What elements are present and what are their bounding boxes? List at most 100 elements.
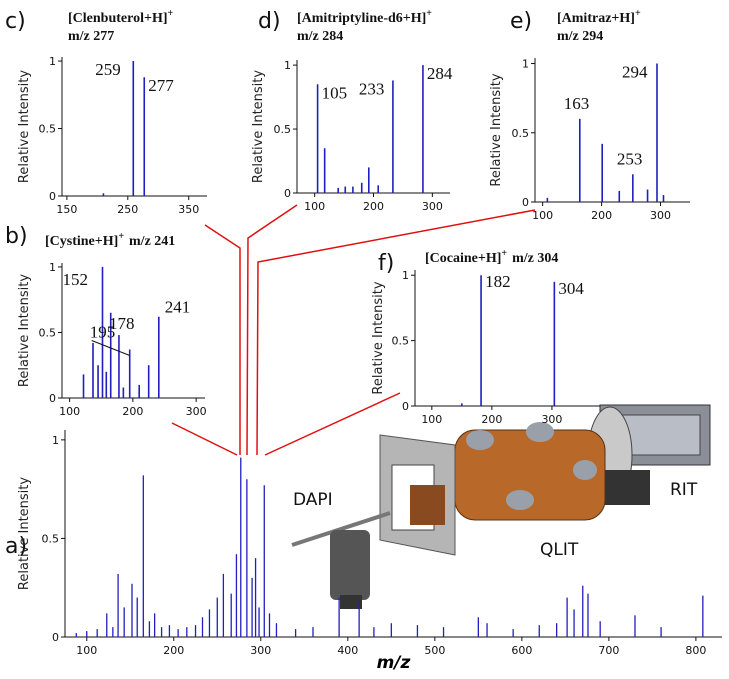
y-tick-label: 1 xyxy=(49,55,56,68)
window xyxy=(573,460,597,480)
x-tick-label: 600 xyxy=(511,644,532,657)
title-text: [Clenbuterol+H] xyxy=(68,11,168,26)
peak-label: 241 xyxy=(165,298,191,317)
x-tick-label: 100 xyxy=(76,644,97,657)
x-tick-label: 200 xyxy=(122,405,143,418)
panel-label: e) xyxy=(510,9,532,34)
y-axis-label: Relative Intensity xyxy=(371,281,386,394)
y-tick-label: 1 xyxy=(52,434,59,447)
panel-label: d) xyxy=(258,9,281,34)
window xyxy=(506,490,534,510)
x-tick-label: 700 xyxy=(598,644,619,657)
panel-label: f) xyxy=(378,251,394,276)
x-tick-label: 300 xyxy=(422,200,443,213)
x-tick-label: 300 xyxy=(250,644,271,657)
spectrum-panel: a) 0 0.5 1 100 200 300 400 500 600 700 800 Relative … xyxy=(5,430,722,673)
x-tick-label: 800 xyxy=(685,644,706,657)
x-tick-label: 250 xyxy=(117,203,138,216)
x-tick-label: 200 xyxy=(481,413,502,426)
peak-label: 253 xyxy=(617,149,643,168)
panel-label: b) xyxy=(5,224,28,249)
x-tick-label: 200 xyxy=(163,644,184,657)
y-tick-label: 0 xyxy=(284,187,291,200)
connector xyxy=(246,204,298,456)
x-tick-label: 300 xyxy=(541,413,562,426)
y-axis-label: Relative Intensity xyxy=(17,477,32,590)
spectrum-panel: d) [Amitriptyline-d6+H]+ m/z 284 0 0.5 1 100 20… xyxy=(251,8,453,213)
connector-lines xyxy=(171,204,536,456)
x-axis-label: m/z xyxy=(377,653,411,673)
subtitle: m/z 294 xyxy=(557,29,603,44)
peak-label: 294 xyxy=(622,63,648,82)
y-axis-label: Relative Intensity xyxy=(17,274,32,387)
peak-label: 182 xyxy=(485,272,511,291)
y-tick-label: 0 xyxy=(402,400,409,413)
spectrum-panel: c) [Clenbuterol+H]+ m/z 277 0 0.5 1 150 250 350 R… xyxy=(5,8,207,216)
y-tick-label: 0.5 xyxy=(512,127,530,140)
chart-title: [Cocaine+H]+ m/z 304 xyxy=(425,248,558,266)
x-tick-label: 500 xyxy=(424,644,445,657)
title-sup: + xyxy=(426,8,432,19)
x-tick-label: 300 xyxy=(650,209,671,222)
title-text: [Amitraz+H] xyxy=(557,11,635,26)
title-sup: + xyxy=(635,8,641,19)
peak-label: 178 xyxy=(109,314,135,333)
title-sup: + xyxy=(168,8,174,19)
connector xyxy=(264,392,401,456)
x-tick-label: 100 xyxy=(532,209,553,222)
connector xyxy=(204,224,241,455)
spectrum-panel: f) [Cocaine+H]+ m/z 304 0 0.5 1 100 200 300 Relat… xyxy=(371,248,600,426)
y-tick-label: 0.5 xyxy=(392,335,410,348)
instrument-label: QLIT xyxy=(540,540,579,560)
subtitle: m/z 241 xyxy=(129,234,175,249)
chart-title: [Amitriptyline-d6+H]+ xyxy=(297,8,432,26)
chart-title: [Clenbuterol+H]+ xyxy=(68,8,174,26)
subtitle: m/z 277 xyxy=(68,29,114,44)
y-tick-label: 1 xyxy=(402,269,409,282)
y-tick-label: 1 xyxy=(522,58,529,71)
x-tick-label: 150 xyxy=(56,203,77,216)
y-tick-label: 0 xyxy=(49,392,56,405)
x-tick-label: 100 xyxy=(59,405,80,418)
title-sup: + xyxy=(501,248,507,259)
leader-line xyxy=(91,340,130,356)
chart-title: [Amitraz+H]+ xyxy=(557,8,641,26)
y-tick-label: 0 xyxy=(522,196,529,209)
x-tick-label: 100 xyxy=(304,200,325,213)
peak-label: 277 xyxy=(148,76,174,95)
title-text: [Cystine+H] xyxy=(45,234,118,249)
chart-title: [Cystine+H]+ m/z 241 xyxy=(45,231,175,249)
electrode xyxy=(410,485,445,525)
y-tick-label: 0.5 xyxy=(274,123,292,136)
dapi-base xyxy=(340,595,362,609)
instrument-label: DAPI xyxy=(293,490,333,510)
connector xyxy=(171,422,238,456)
window xyxy=(466,430,494,450)
y-tick-label: 1 xyxy=(49,261,56,274)
probe xyxy=(291,511,391,547)
x-tick-label: 200 xyxy=(591,209,612,222)
x-tick-label: 350 xyxy=(178,203,199,216)
y-axis-label: Relative Intensity xyxy=(489,73,504,186)
y-tick-label: 0 xyxy=(52,631,59,644)
spectrum-panel: e) [Amitraz+H]+ m/z 294 0 0.5 1 100 200 300 Relat… xyxy=(489,8,690,222)
peak-label: 163 xyxy=(564,94,590,113)
dapi-valve xyxy=(330,530,370,600)
y-axis-label: Relative Intensity xyxy=(251,70,266,183)
y-tick-label: 0.5 xyxy=(42,532,60,545)
y-axis-label: Relative Intensity xyxy=(17,70,32,183)
y-tick-label: 0.5 xyxy=(39,326,57,339)
connector xyxy=(256,209,536,456)
subtitle: m/z 284 xyxy=(297,29,343,44)
peak-label: 195 xyxy=(90,323,116,342)
panel-label: c) xyxy=(5,9,26,34)
x-tick-label: 400 xyxy=(337,644,358,657)
peak-label: 152 xyxy=(62,270,88,289)
instrument: DAPI QLIT RIT xyxy=(291,404,711,609)
subtitle: m/z 304 xyxy=(512,251,558,266)
x-tick-label: 300 xyxy=(186,405,207,418)
peak-label: 233 xyxy=(359,79,385,98)
peak-label: 304 xyxy=(558,279,584,298)
peak-label: 284 xyxy=(427,64,453,83)
